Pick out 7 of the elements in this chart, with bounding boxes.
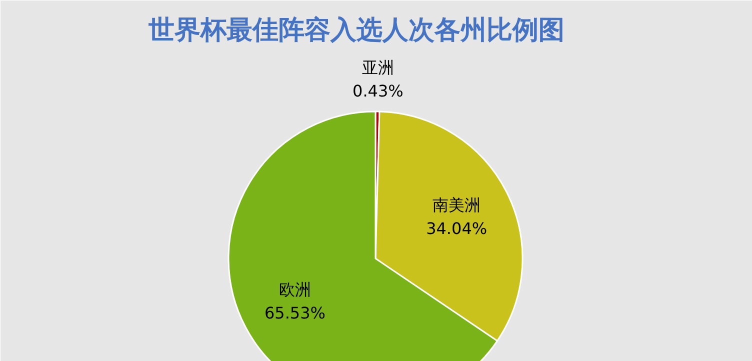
slice-label: 南美洲 — [432, 195, 481, 214]
data-label: 65.53% — [264, 304, 326, 323]
slice-label: 欧洲 — [278, 280, 311, 299]
data-label: 0.43% — [352, 82, 404, 101]
slice-label: 亚洲 — [362, 58, 394, 77]
chart-title: 世界杯最佳阵容入选人次各州比例图 — [148, 16, 564, 46]
data-label: 34.04% — [426, 219, 488, 238]
